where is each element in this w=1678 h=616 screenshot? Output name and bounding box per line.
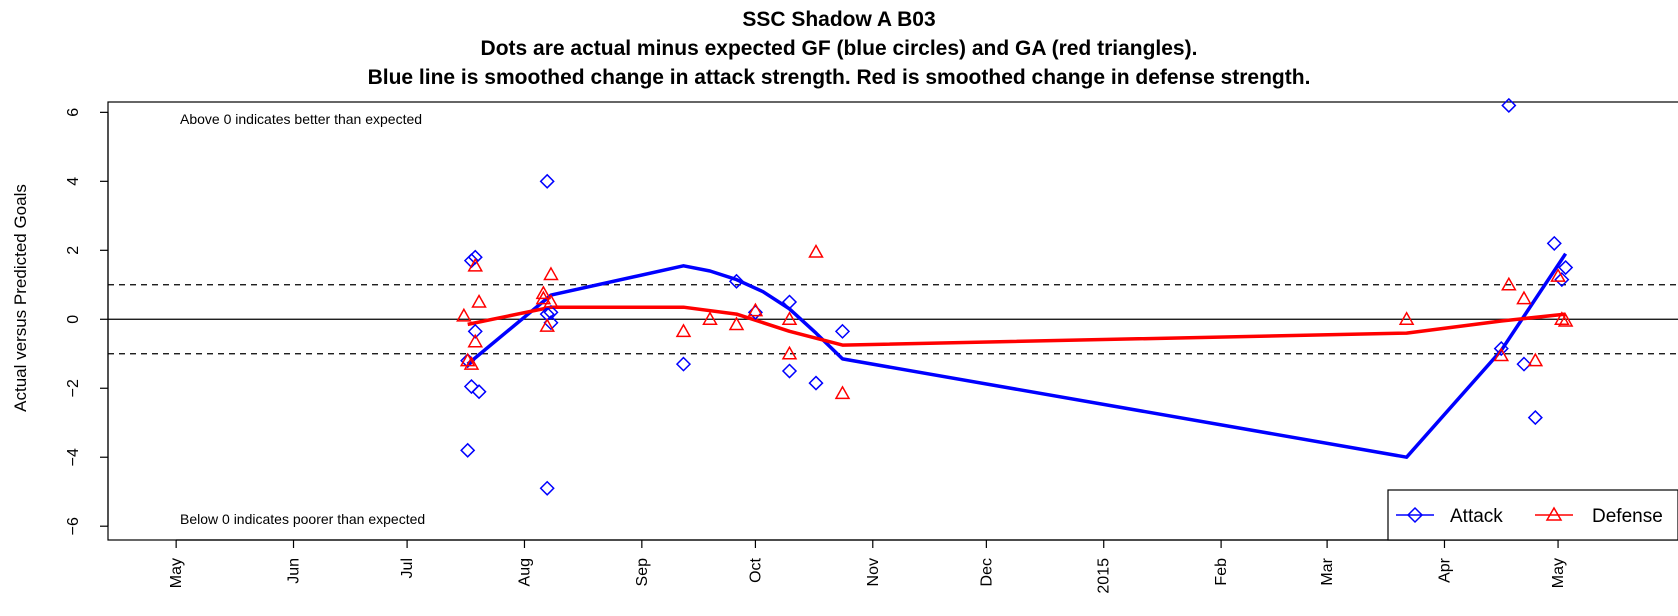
y-tick-label: 2 bbox=[65, 246, 82, 255]
defense-point bbox=[808, 243, 824, 258]
y-axis: −6 −4 −2 0 2 4 6 bbox=[65, 108, 109, 535]
attack-point bbox=[543, 304, 559, 320]
attack-point bbox=[539, 173, 555, 189]
defense-point bbox=[1501, 276, 1517, 291]
legend-attack-marker bbox=[1406, 506, 1424, 524]
defense-point bbox=[1398, 311, 1415, 326]
x-axis: May Jun Jul Aug Sep Oct Nov Dec 2015 Feb Mar Apr May bbox=[168, 539, 1567, 594]
x-tick-label: Apr bbox=[1436, 557, 1453, 583]
defense-point bbox=[1527, 352, 1544, 367]
attack-point bbox=[834, 323, 851, 339]
x-tick-label: Nov bbox=[865, 558, 882, 586]
defense-point bbox=[535, 285, 552, 300]
defense-point bbox=[1493, 347, 1510, 362]
defense-point bbox=[747, 302, 764, 317]
defense-point bbox=[702, 311, 718, 326]
attack-point bbox=[463, 378, 480, 395]
y-tick-label: −4 bbox=[65, 448, 82, 466]
x-tick-label: Aug bbox=[516, 558, 533, 586]
attack-point bbox=[675, 356, 692, 372]
defense-point bbox=[467, 257, 484, 272]
attack-smooth-line bbox=[466, 252, 1568, 459]
attack-point bbox=[781, 294, 798, 310]
legend: Attack Defense bbox=[1387, 489, 1678, 541]
defense-point bbox=[1516, 290, 1532, 305]
attack-point bbox=[728, 273, 745, 289]
x-tick-label: Sep bbox=[634, 558, 651, 587]
defense-point bbox=[728, 316, 745, 331]
legend-box bbox=[1387, 489, 1678, 541]
y-tick-label: 6 bbox=[65, 108, 82, 117]
attack-point bbox=[747, 304, 763, 320]
attack-point bbox=[1501, 97, 1517, 114]
legend-attack-label: Attack bbox=[1450, 506, 1503, 527]
defense-point bbox=[456, 307, 472, 322]
defense-point bbox=[781, 311, 798, 326]
defense-point bbox=[459, 352, 476, 367]
y-tick-label: 0 bbox=[65, 315, 82, 324]
x-tick-label: May bbox=[168, 558, 185, 588]
data-points bbox=[456, 97, 1574, 538]
x-tick-label: Dec bbox=[978, 558, 995, 586]
defense-point bbox=[471, 294, 487, 308]
legend-defense-marker bbox=[1545, 506, 1563, 521]
reference-lines bbox=[108, 284, 1678, 355]
attack-point bbox=[1527, 410, 1543, 426]
attack-point bbox=[1516, 356, 1532, 372]
chart-title: SSC Shadow A B03 bbox=[742, 8, 935, 31]
annotation-below-zero: Below 0 indicates poorer than expected bbox=[180, 511, 425, 527]
defense-point bbox=[539, 318, 555, 332]
chart-subtitle-1: Dots are actual minus expected GF (blue … bbox=[481, 37, 1198, 60]
x-tick-label: Jun bbox=[286, 558, 303, 584]
plot-frame bbox=[107, 101, 1678, 541]
attack-point bbox=[1554, 272, 1570, 288]
defense-point bbox=[834, 385, 851, 400]
defense-point bbox=[1557, 312, 1574, 327]
x-tick-label: Mar bbox=[1319, 557, 1336, 585]
defense-point bbox=[543, 294, 559, 308]
x-tick-label: 2015 bbox=[1096, 558, 1113, 594]
chart-subtitle-2: Blue line is smoothed change in attack s… bbox=[368, 66, 1311, 89]
defense-point bbox=[467, 333, 484, 348]
attack-point bbox=[471, 384, 487, 400]
defense-point bbox=[1550, 268, 1566, 282]
x-tick-label: Feb bbox=[1213, 558, 1230, 586]
defense-point bbox=[1554, 311, 1570, 326]
attack-point bbox=[808, 375, 824, 391]
defense-point bbox=[535, 290, 552, 305]
legend-defense-label: Defense bbox=[1592, 506, 1663, 527]
smooth-lines bbox=[466, 252, 1568, 459]
x-tick-label: May bbox=[1550, 558, 1567, 588]
x-tick-label: Jul bbox=[399, 558, 416, 578]
annotation-above-zero: Above 0 indicates better than expected bbox=[180, 111, 422, 127]
attack-point bbox=[1558, 259, 1574, 276]
defense-point bbox=[463, 356, 480, 370]
y-axis-label: Actual versus Predicted Goals bbox=[11, 184, 30, 412]
attack-point bbox=[1546, 235, 1562, 251]
defense-smooth-line bbox=[467, 305, 1566, 347]
defense-point bbox=[675, 323, 692, 338]
defense-point bbox=[543, 266, 559, 281]
attack-point bbox=[467, 323, 483, 339]
y-tick-label: −2 bbox=[65, 379, 82, 397]
attack-point bbox=[539, 480, 555, 496]
y-tick-label: 4 bbox=[65, 177, 82, 186]
y-tick-label: −6 bbox=[65, 517, 82, 535]
attack-point bbox=[781, 363, 798, 379]
defense-point bbox=[781, 345, 798, 360]
attack-point bbox=[467, 249, 483, 265]
attack-point bbox=[1493, 341, 1509, 357]
x-tick-label: Oct bbox=[747, 557, 764, 582]
attack-point bbox=[460, 442, 476, 458]
